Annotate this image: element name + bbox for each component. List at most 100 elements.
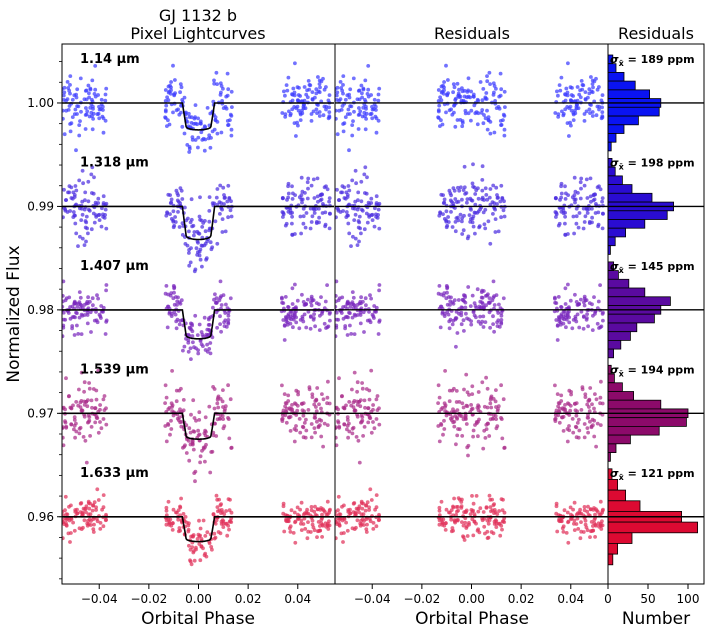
residual-point [350,123,355,127]
lightcurve-point [217,497,222,502]
residual-point [496,229,501,234]
residual-point [583,518,588,523]
lightcurve-point [309,119,314,123]
residual-point [584,109,589,114]
lightcurve-point [88,434,92,438]
residual-point [481,510,486,514]
lightcurve-point [218,314,222,319]
residual-point [553,417,557,422]
residual-point [568,505,573,510]
residual-point [461,405,466,410]
residual-point [437,505,442,510]
residual-point [335,334,338,339]
histogram-bar [608,348,614,359]
lightcurve-point [220,230,225,234]
lightcurve-point [293,540,298,545]
residual-point [474,494,479,498]
residual-point [495,512,500,516]
residual-point [350,526,355,531]
residual-points [335,61,605,545]
lightcurve-point [310,214,315,219]
lightcurve-point [210,245,215,250]
residual-point [491,212,495,216]
lightcurve-point [221,388,225,392]
lightcurve-point [299,197,304,202]
residual-point [377,86,382,91]
lightcurve-point [317,114,322,118]
lightcurve-point [189,562,194,567]
residual-point [438,210,442,215]
lightcurve-point [169,418,173,423]
residual-point [596,224,600,229]
lightcurve-point [327,196,332,201]
residual-point [556,513,561,517]
residual-point [341,83,345,87]
lightcurve-point [77,123,82,127]
lightcurve-point [301,413,306,418]
residual-point [456,218,461,223]
lightcurve-point [203,459,207,464]
lightcurve-point [299,528,304,532]
residual-point [437,395,442,400]
lightcurve-point [64,512,69,517]
lightcurve-point [164,518,169,523]
lightcurve-point [164,522,169,527]
lightcurve-point [314,220,319,224]
histogram-bar [608,434,631,445]
lightcurve-point [188,260,193,265]
residual-point [369,111,374,116]
y-tick-label: 0.96 [27,510,54,524]
lightcurve-point [62,304,65,309]
residual-point [335,93,339,98]
lightcurve-point [95,293,99,298]
lightcurve-point [178,301,183,306]
lightcurve-point [79,501,84,505]
residual-point [347,95,352,100]
residual-point [492,329,496,334]
hist-tick-label: 0 [604,592,612,606]
residual-point [491,503,496,508]
residual-point [451,82,456,86]
lightcurve-point [282,529,287,534]
lightcurve-point [74,92,78,97]
residual-point [340,88,345,93]
residual-point [587,301,592,305]
residual-point [579,408,584,412]
lightcurve-point [305,180,310,185]
lightcurve-point [104,226,109,231]
lightcurve-point [62,509,65,514]
residual-point [341,129,346,134]
residual-point [476,434,480,439]
residual-point [561,429,566,433]
residual-point [478,305,483,310]
lightcurve-point [304,211,309,215]
residual-point [597,85,601,89]
residual-point [472,520,477,524]
lightcurve-point [62,299,65,304]
lightcurve-point [167,89,172,94]
lightcurve-point [196,135,201,140]
lightcurve-point [86,179,91,184]
residual-point [585,196,590,200]
residual-point [459,313,464,318]
lightcurve-point [312,426,317,430]
residual-point [579,309,584,314]
residual-point [465,197,470,202]
residual-point [442,80,446,84]
histogram-bar [608,521,698,534]
residual-point [574,413,579,418]
x-axis-label-residuals: Orbital Phase [415,609,529,629]
lightcurve-point [221,426,226,431]
lightcurve-point [80,510,85,515]
residual-point [482,516,487,521]
lightcurve-point [83,219,88,223]
residual-point [335,108,338,113]
lightcurve-point [325,401,329,406]
residual-point [359,179,364,184]
lightcurve-point [79,370,84,375]
residual-point [563,286,568,291]
residual-point [472,512,477,517]
residual-point [349,244,353,249]
lightcurve-point [291,325,295,330]
residual-point [594,202,598,206]
